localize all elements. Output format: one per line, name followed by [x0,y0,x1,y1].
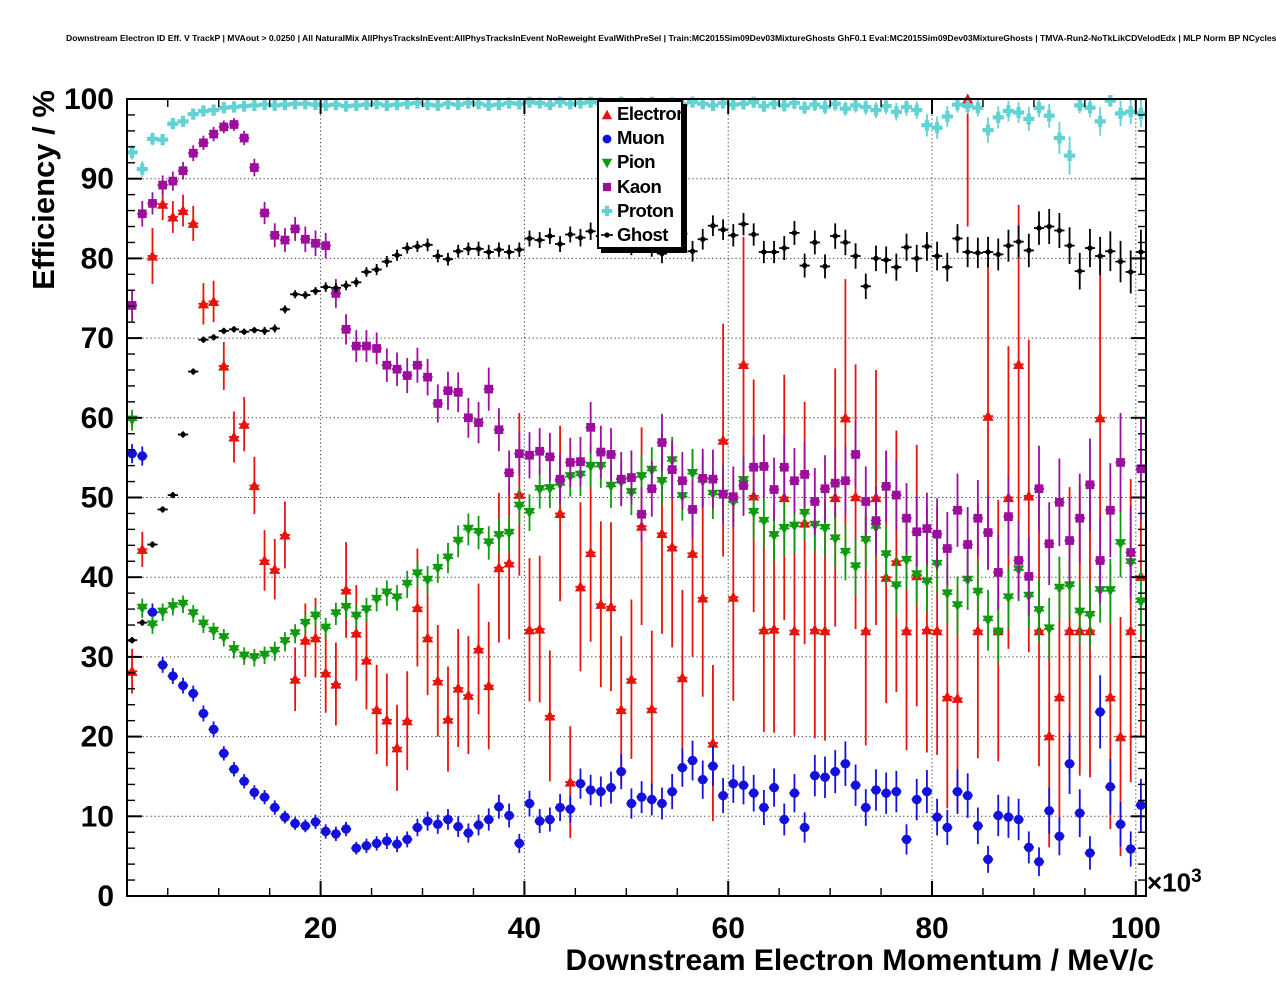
tick-label: 70 [81,322,114,355]
ghost-marker-icon [601,232,613,238]
series-proton [126,94,1147,178]
muon-marker-icon [602,134,612,144]
x-axis-exponent: ×103 [1147,866,1202,898]
tick-label: 40 [81,561,114,594]
legend-label: Muon [617,127,665,149]
legend-item-ghost: Ghost [599,223,681,247]
legend-label: Electron [617,103,688,125]
tick-label: 10 [81,800,114,833]
tick-label: 40 [508,912,541,945]
pion-marker-icon [601,158,613,169]
tick-label: 60 [81,402,114,435]
legend-item-kaon: Kaon [599,175,681,199]
legend-label: Pion [617,151,656,173]
legend-item-proton: Proton [599,199,681,223]
tick-label: 20 [81,721,114,754]
tick-label: 20 [304,912,337,945]
tick-label: 0 [97,880,114,913]
series-pion [126,409,1147,667]
y-axis-title: Efficiency / % [26,90,61,290]
tick-label: 50 [81,482,114,515]
electron-marker-icon [601,109,613,119]
tick-label: 80 [915,912,948,945]
proton-marker-icon [601,206,613,217]
legend-label: Kaon [617,175,662,197]
legend-item-muon: Muon [599,126,681,150]
series-ghost [127,208,1146,644]
tick-label: 100 [64,83,114,116]
plot-title: Downstream Electron ID Eff. V TrackP | M… [66,33,1276,43]
tick-label: 90 [81,163,114,196]
tick-label: 60 [712,912,745,945]
series-kaon [127,118,1146,616]
tick-label: 30 [81,641,114,674]
legend-item-pion: Pion [599,150,681,174]
tick-label: 100 [1111,912,1161,945]
legend-item-electron: Electron [599,102,688,126]
kaon-marker-icon [602,182,612,192]
series-muon [127,444,1146,877]
legend-label: Proton [617,199,674,221]
tick-label: 80 [81,242,114,275]
x-axis-title: Downstream Electron Momentum / MeV/c [565,944,1154,977]
legend-label: Ghost [617,223,668,245]
legend-box: Electron Muon Pion Kaon Proton Ghost [597,100,688,249]
